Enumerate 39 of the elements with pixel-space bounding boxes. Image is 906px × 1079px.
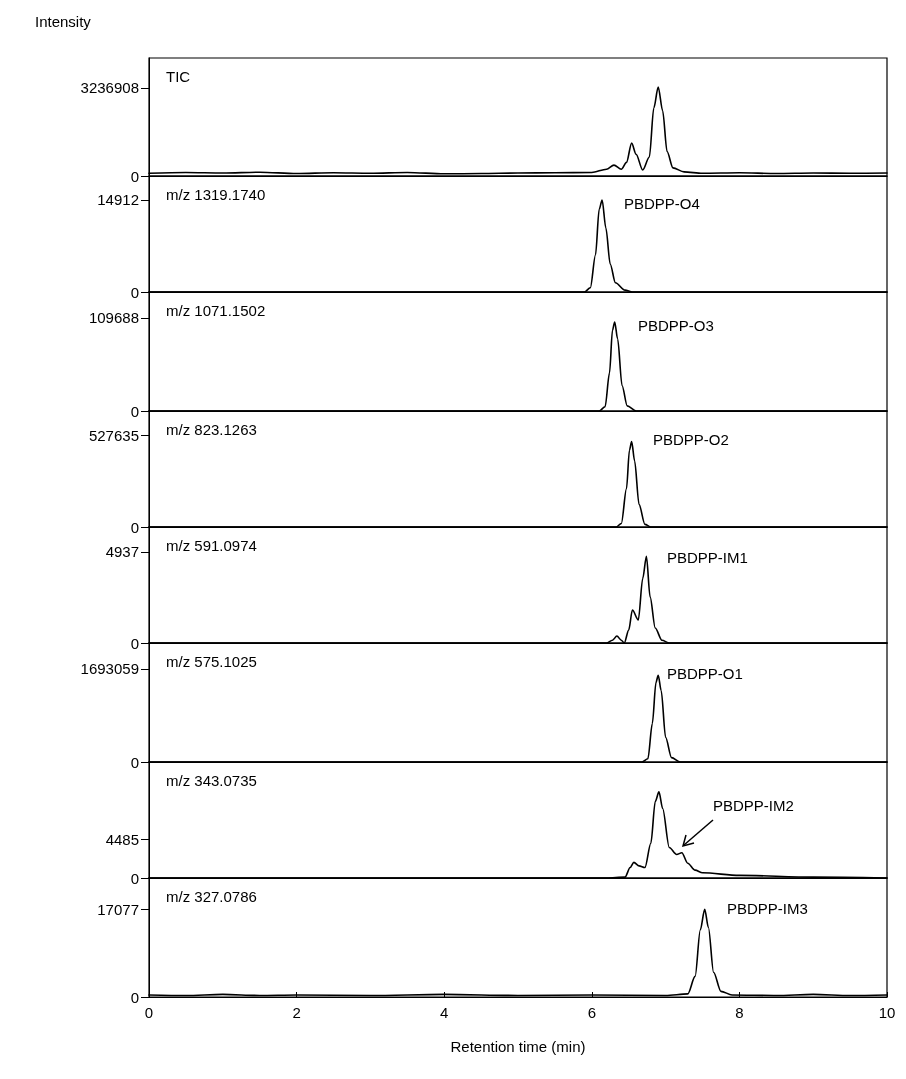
y-tick-label: 3236908 <box>80 79 139 97</box>
annotation: PBDPP-O1 <box>667 664 743 682</box>
text: m/z 343.0735 <box>166 772 257 789</box>
annotation: PBDPP-IM3 <box>727 899 808 917</box>
y-tick-label: 0 <box>130 869 139 887</box>
y-tick-label: 0 <box>130 283 139 301</box>
y-tick-label: 0 <box>130 753 139 771</box>
text: TIC <box>166 68 191 85</box>
text: m/z 327.0786 <box>166 888 257 905</box>
y-axis-title: Intensity <box>35 13 92 30</box>
x-tick-label: 6 <box>587 1004 596 1021</box>
y-tick-label: 0 <box>130 988 139 1006</box>
x-tick-label: 4 <box>440 1004 449 1021</box>
text: m/z 591.0974 <box>166 537 257 554</box>
y-tick-label: 0 <box>130 402 139 420</box>
y-tick-label: 1693059 <box>80 660 139 678</box>
text: m/z 1319.1740 <box>166 186 266 203</box>
x-tick-label: 10 <box>878 1004 896 1021</box>
text: m/z 823.1263 <box>166 421 257 438</box>
y-tick-label: 14912 <box>97 191 139 209</box>
y-tick-label: 0 <box>130 518 139 536</box>
annotation: PBDPP-O2 <box>653 430 729 448</box>
annotation: PBDPP-O3 <box>638 316 714 334</box>
y-tick-label: 17077 <box>97 900 139 918</box>
y-tick-label: 4937 <box>105 543 139 561</box>
x-axis-title: Retention time (min) <box>450 1038 586 1055</box>
y-tick-label: 0 <box>130 634 139 652</box>
y-tick-label: 0 <box>130 167 139 185</box>
y-tick-label: 4485 <box>105 830 139 848</box>
x-tick-label: 8 <box>735 1004 744 1021</box>
annotation: PBDPP-IM2 <box>713 796 794 814</box>
x-tick-label: 0 <box>144 1004 154 1021</box>
y-tick-label: 527635 <box>88 426 139 444</box>
annotation: PBDPP-O4 <box>624 194 700 212</box>
text: m/z 1071.1502 <box>166 302 266 319</box>
x-tick-label: 2 <box>292 1004 301 1021</box>
text: m/z 575.1025 <box>166 653 257 670</box>
y-tick-label: 109688 <box>88 309 139 327</box>
annotation: PBDPP-IM1 <box>667 548 748 566</box>
